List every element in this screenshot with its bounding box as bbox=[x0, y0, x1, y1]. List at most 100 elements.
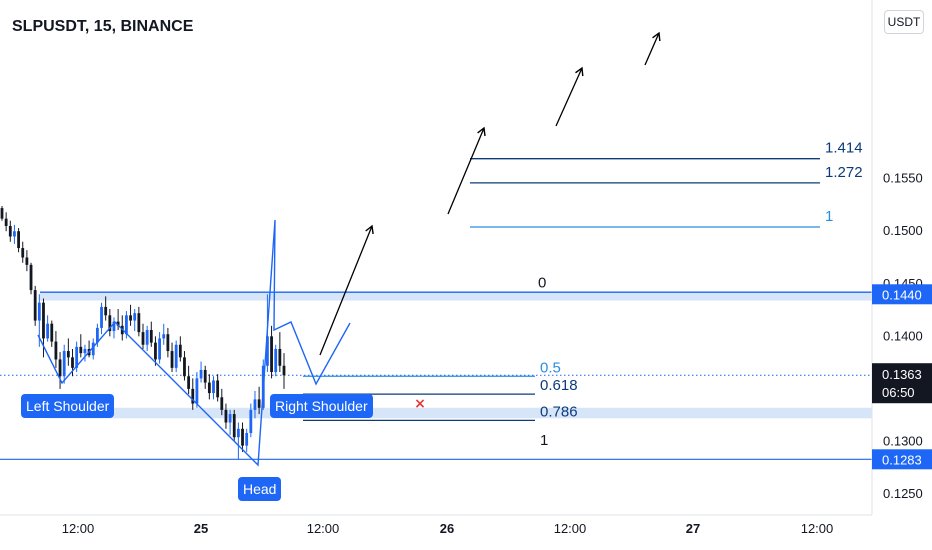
candle-body bbox=[149, 330, 153, 343]
candle-countdown-label: 06:50 bbox=[882, 385, 915, 400]
candle-body bbox=[166, 334, 170, 352]
zones-layer bbox=[0, 291, 872, 460]
candle-body bbox=[270, 336, 273, 373]
candle-body bbox=[46, 323, 50, 339]
time-tick-label: 25 bbox=[194, 521, 208, 536]
candle-body bbox=[50, 323, 54, 342]
candle-body bbox=[21, 248, 25, 258]
candle-body bbox=[158, 338, 161, 360]
candle-body bbox=[4, 218, 8, 226]
fib-extension-label: 1.272 bbox=[825, 164, 863, 181]
candle-body bbox=[216, 380, 220, 398]
fib-retracement-label: 1 bbox=[540, 432, 548, 449]
left-shoulder-label: Left Shoulder bbox=[21, 394, 115, 418]
candle-body bbox=[29, 264, 33, 291]
time-tick-label: 27 bbox=[686, 521, 700, 536]
candle-body bbox=[112, 321, 116, 332]
price-tag bbox=[872, 449, 932, 470]
candle-body bbox=[232, 414, 236, 438]
time-tick-label: 12:00 bbox=[554, 521, 587, 536]
fib-extension-label: 1 bbox=[825, 208, 833, 225]
projection-arrows bbox=[319, 31, 661, 356]
projection-arrow bbox=[447, 126, 486, 215]
candle-body bbox=[129, 315, 132, 321]
candle-body bbox=[0, 208, 4, 219]
candle-body bbox=[274, 348, 278, 373]
right-shoulder-label: Right Shoulder bbox=[270, 394, 373, 418]
candle-body bbox=[116, 321, 120, 326]
candle-body bbox=[174, 344, 178, 368]
candle-body bbox=[224, 409, 228, 423]
price-tick-label: 0.1300 bbox=[883, 433, 923, 448]
fib-retracement-label: 0.786 bbox=[540, 403, 578, 420]
support-zone bbox=[45, 407, 872, 419]
candle-body bbox=[37, 302, 41, 321]
candle-body bbox=[278, 348, 282, 366]
fib-extension-label: 1.414 bbox=[825, 140, 863, 157]
candle-body bbox=[207, 382, 211, 394]
price-tick-label: 0.1550 bbox=[883, 171, 923, 186]
price-tick-label: 0.1250 bbox=[883, 486, 923, 501]
candle-body bbox=[8, 225, 12, 237]
candle-body bbox=[79, 346, 83, 354]
head-shoulders-pattern bbox=[37, 219, 351, 467]
stop-loss-icon: × bbox=[414, 396, 426, 412]
candle-body bbox=[91, 342, 95, 356]
candle-body bbox=[212, 380, 215, 394]
time-tick-label: 12:00 bbox=[307, 521, 340, 536]
candle-body bbox=[241, 428, 244, 446]
current-price-tag bbox=[872, 363, 932, 404]
projection-arrow bbox=[319, 224, 374, 356]
candle-body bbox=[66, 351, 70, 358]
candle-body bbox=[125, 315, 128, 335]
candle-body bbox=[154, 342, 157, 360]
candle-body bbox=[42, 302, 45, 339]
candle-body bbox=[249, 409, 253, 434]
candle-body bbox=[104, 306, 108, 316]
candle-body bbox=[108, 315, 112, 332]
candle-body bbox=[75, 346, 79, 368]
price-tick-label: 0.1500 bbox=[883, 223, 923, 238]
price-tag-label: 0.1283 bbox=[882, 452, 922, 467]
pattern-outline bbox=[37, 219, 351, 467]
candle-body bbox=[162, 334, 166, 339]
candle-body bbox=[71, 357, 74, 368]
projection-arrow bbox=[555, 66, 584, 127]
candle-body bbox=[170, 351, 174, 368]
candle-body bbox=[137, 313, 141, 333]
candle-body bbox=[33, 290, 37, 321]
candle-body bbox=[266, 336, 269, 366]
time-tick-label: 12:00 bbox=[62, 521, 95, 536]
price-tick-label: 0.1400 bbox=[883, 328, 923, 343]
candle-body bbox=[145, 330, 149, 345]
time-tick-label: 12:00 bbox=[801, 521, 834, 536]
candle-body bbox=[62, 351, 66, 377]
time-tick-label: 26 bbox=[440, 521, 454, 536]
candle-body bbox=[203, 369, 207, 383]
current-price-label: 0.1363 bbox=[882, 367, 922, 382]
candle-body bbox=[54, 341, 58, 360]
resistance-zone bbox=[40, 292, 872, 301]
price-tag bbox=[872, 284, 932, 305]
candle-body bbox=[133, 313, 137, 321]
currency-unit-button[interactable]: USDT bbox=[884, 10, 924, 34]
candle-body bbox=[253, 399, 257, 410]
candle-body bbox=[141, 332, 145, 345]
candle-body bbox=[17, 231, 20, 249]
candle-body bbox=[178, 344, 182, 358]
price-tag-label: 0.1440 bbox=[882, 287, 922, 302]
candle-body bbox=[257, 399, 261, 408]
candle-body bbox=[282, 365, 286, 376]
candle-body bbox=[199, 369, 203, 379]
chart-title: SLPUSDT, 15, BINANCE bbox=[12, 18, 194, 35]
candle-body bbox=[25, 257, 29, 265]
fib-retracement-label: 0.5 bbox=[540, 359, 561, 376]
head-label: Head bbox=[238, 477, 282, 501]
candles-layer bbox=[0, 206, 286, 460]
axes-layer: 0.12500.13000.13500.14000.14500.15000.15… bbox=[0, 0, 932, 536]
candle-body bbox=[236, 428, 240, 438]
candle-body bbox=[195, 378, 199, 404]
candle-body bbox=[220, 397, 224, 410]
